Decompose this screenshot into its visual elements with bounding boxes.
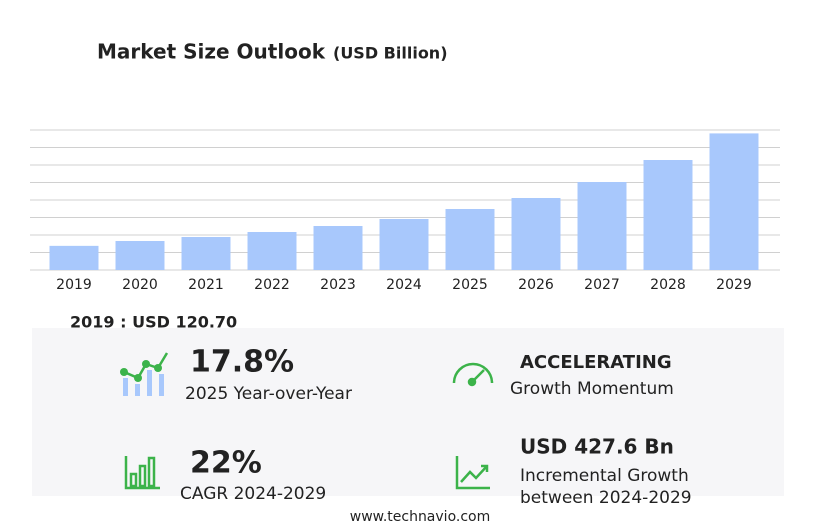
bar [247,232,297,270]
stat-label: Growth Momentum [510,379,674,399]
x-tick-label: 2020 [122,277,158,293]
stat-value: 22% [190,446,262,481]
bar [313,226,363,270]
x-tick-label: 2029 [716,277,752,293]
bar [445,209,495,270]
x-tick-label: 2025 [452,277,488,293]
summary-panel [32,328,784,496]
chart-subtitle: (USD Billion) [333,44,448,63]
bar [577,182,627,270]
stat-label: between 2024-2029 [520,488,692,508]
x-tick-label: 2027 [584,277,620,293]
chart-title: Market Size Outlook [97,40,326,64]
stat-label: 2025 Year-over-Year [185,384,352,404]
bar [511,198,561,270]
bar [49,245,99,270]
stat-value: ACCELERATING [520,352,672,373]
icon-cagr [124,456,160,490]
x-tick-label: 2024 [386,277,422,293]
stat-value: USD 427.6 Bn [520,435,674,459]
icon-yoy [120,352,169,396]
stat-label: CAGR 2024-2029 [180,484,326,504]
bar [115,241,165,270]
icon-incremental [455,456,490,490]
base-value: 2019 : USD 120.70 [70,313,237,332]
stat-label: Incremental Growth [520,466,689,486]
stat-value: 17.8% [190,345,294,380]
bar [379,219,429,270]
bar [181,237,231,270]
x-tick-label: 2028 [650,277,686,293]
x-tick-label: 2023 [320,277,356,293]
x-tick-label: 2022 [254,277,290,293]
x-tick-label: 2019 [56,277,92,293]
x-tick-label: 2026 [518,277,554,293]
icon-gauge [452,362,494,387]
bar [643,160,693,270]
footer: www.technavio.com [350,509,491,525]
bar [709,133,759,270]
x-tick-label: 2021 [188,277,224,293]
